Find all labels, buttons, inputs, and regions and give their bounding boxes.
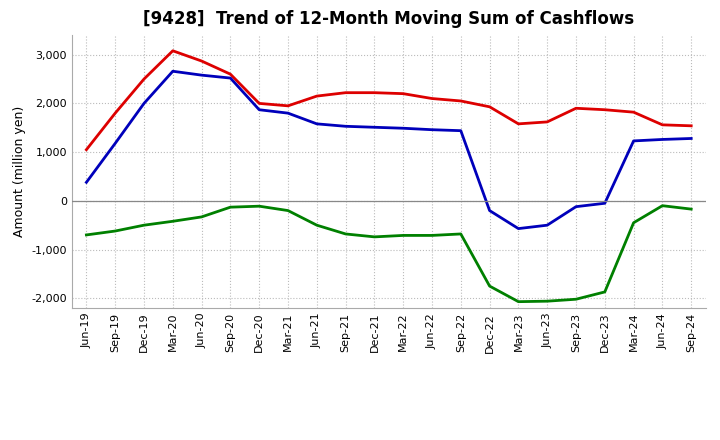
Investing Cashflow — [543, 299, 552, 304]
Title: [9428]  Trend of 12-Month Moving Sum of Cashflows: [9428] Trend of 12-Month Moving Sum of C… — [143, 10, 634, 28]
Free Cashflow — [629, 138, 638, 143]
Investing Cashflow — [399, 233, 408, 238]
Investing Cashflow — [168, 219, 177, 224]
Operating Cashflow — [140, 77, 148, 82]
Investing Cashflow — [629, 220, 638, 225]
Operating Cashflow — [687, 123, 696, 128]
Free Cashflow — [111, 141, 120, 146]
Operating Cashflow — [629, 110, 638, 115]
Investing Cashflow — [456, 231, 465, 237]
Operating Cashflow — [370, 90, 379, 95]
Free Cashflow — [399, 125, 408, 131]
Operating Cashflow — [428, 96, 436, 101]
Operating Cashflow — [111, 110, 120, 116]
Operating Cashflow — [456, 98, 465, 103]
Free Cashflow — [600, 201, 609, 206]
Free Cashflow — [658, 137, 667, 142]
Free Cashflow — [370, 125, 379, 130]
Investing Cashflow — [140, 223, 148, 228]
Operating Cashflow — [600, 107, 609, 112]
Investing Cashflow — [312, 223, 321, 228]
Investing Cashflow — [197, 214, 206, 220]
Investing Cashflow — [111, 228, 120, 234]
Investing Cashflow — [600, 289, 609, 294]
Operating Cashflow — [543, 119, 552, 125]
Investing Cashflow — [658, 203, 667, 209]
Free Cashflow — [687, 136, 696, 141]
Free Cashflow — [572, 204, 580, 209]
Y-axis label: Amount (million yen): Amount (million yen) — [13, 106, 26, 237]
Investing Cashflow — [82, 232, 91, 238]
Operating Cashflow — [168, 48, 177, 53]
Free Cashflow — [226, 75, 235, 81]
Line: Investing Cashflow: Investing Cashflow — [86, 206, 691, 302]
Operating Cashflow — [341, 90, 350, 95]
Free Cashflow — [485, 208, 494, 213]
Operating Cashflow — [197, 59, 206, 64]
Investing Cashflow — [341, 231, 350, 237]
Operating Cashflow — [255, 101, 264, 106]
Line: Free Cashflow: Free Cashflow — [86, 71, 691, 229]
Investing Cashflow — [485, 283, 494, 289]
Operating Cashflow — [658, 122, 667, 128]
Free Cashflow — [543, 223, 552, 228]
Free Cashflow — [82, 180, 91, 185]
Free Cashflow — [312, 121, 321, 127]
Investing Cashflow — [226, 205, 235, 210]
Investing Cashflow — [255, 204, 264, 209]
Free Cashflow — [284, 110, 292, 116]
Line: Operating Cashflow: Operating Cashflow — [86, 51, 691, 150]
Free Cashflow — [197, 73, 206, 78]
Operating Cashflow — [572, 106, 580, 111]
Operating Cashflow — [312, 93, 321, 99]
Investing Cashflow — [572, 297, 580, 302]
Free Cashflow — [255, 107, 264, 112]
Free Cashflow — [168, 69, 177, 74]
Operating Cashflow — [399, 91, 408, 96]
Operating Cashflow — [226, 72, 235, 77]
Investing Cashflow — [687, 206, 696, 212]
Investing Cashflow — [428, 233, 436, 238]
Free Cashflow — [456, 128, 465, 133]
Free Cashflow — [140, 101, 148, 106]
Investing Cashflow — [284, 208, 292, 213]
Operating Cashflow — [485, 104, 494, 110]
Free Cashflow — [341, 124, 350, 129]
Operating Cashflow — [514, 121, 523, 127]
Investing Cashflow — [370, 234, 379, 239]
Operating Cashflow — [284, 103, 292, 109]
Investing Cashflow — [514, 299, 523, 304]
Free Cashflow — [428, 127, 436, 132]
Free Cashflow — [514, 226, 523, 231]
Operating Cashflow — [82, 147, 91, 152]
